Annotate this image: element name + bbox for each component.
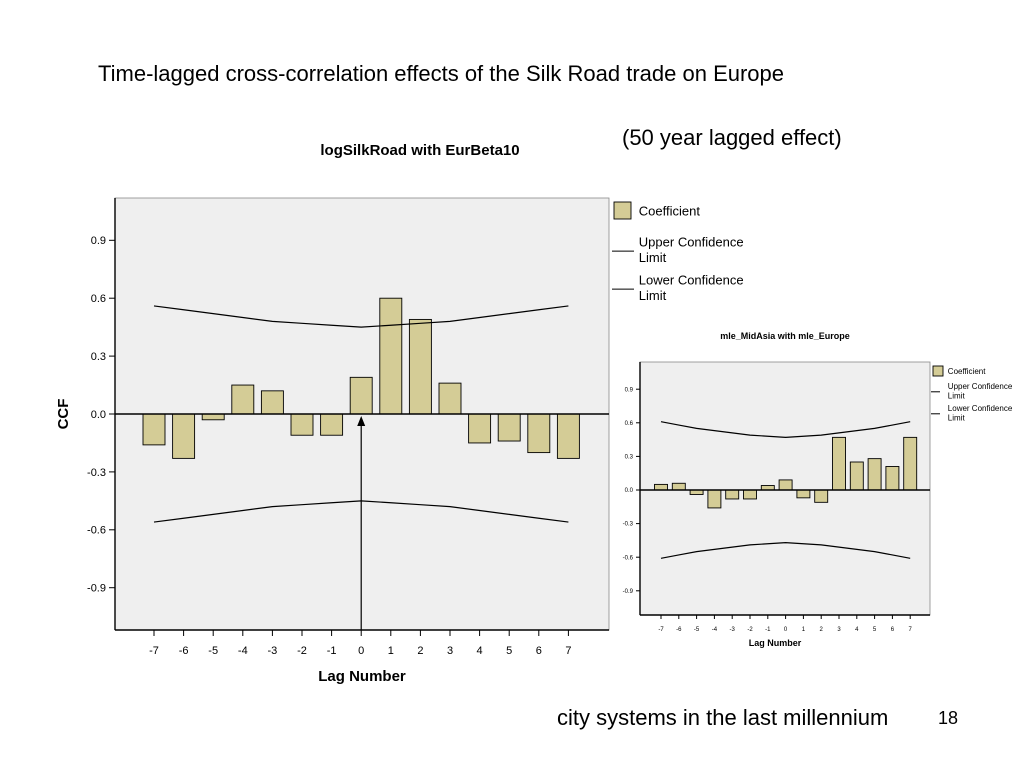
chart1-upper-confidence-line bbox=[153, 305, 569, 328]
chart1-bar-lag-7 bbox=[556, 413, 580, 459]
chart1-bar-lag--6 bbox=[172, 413, 196, 459]
chart2-x-tick-label: 4 bbox=[855, 627, 859, 633]
chart1-bar-lag--7 bbox=[142, 413, 166, 446]
chart2-legend-label-upper-line2: Limit bbox=[948, 392, 966, 401]
chart2-x-tick-label: 6 bbox=[891, 627, 895, 633]
chart1-y-axis-label: CCF bbox=[55, 399, 72, 430]
chart2-bar-lag-4 bbox=[849, 461, 864, 491]
chart2-x-tick-label: 7 bbox=[909, 627, 913, 633]
chart1-legend-label-upper-line1: Upper Confidence bbox=[639, 235, 744, 250]
chart2-x-tick-label: 0 bbox=[784, 627, 788, 633]
chart2-bar-lag--4 bbox=[707, 489, 722, 509]
slide-subtitle: (50 year lagged effect) bbox=[622, 125, 842, 150]
chart2-bar-lag--2 bbox=[743, 489, 757, 500]
chart1-x-tick-label: -7 bbox=[149, 645, 159, 657]
chart1-x-tick-label: 2 bbox=[417, 645, 423, 657]
chart2-y-tick-label: -0.9 bbox=[623, 589, 634, 595]
chart2-legend-label-upper-line1: Upper Confidence bbox=[948, 382, 1013, 391]
chart2-legend-label-lower-line2: Limit bbox=[948, 414, 966, 423]
chart1-y-tick-label: -0.9 bbox=[87, 583, 106, 595]
chart1-bar-lag-4 bbox=[468, 413, 492, 444]
chart2-x-tick-label: 5 bbox=[873, 627, 877, 633]
chart2-x-tick-label: 1 bbox=[802, 627, 806, 633]
chart1-x-tick-label: 1 bbox=[388, 645, 394, 657]
chart2-x-tick-label: -5 bbox=[694, 627, 700, 633]
chart1-bar-lag--5 bbox=[201, 413, 225, 421]
chart1-bar-lag-0 bbox=[349, 376, 373, 415]
chart1-y-tick-label: 0.3 bbox=[91, 351, 106, 363]
chart1-x-tick-label: -2 bbox=[297, 645, 307, 657]
chart2-y-tick-label: 0.3 bbox=[625, 455, 634, 461]
chart2-bar-lag--6 bbox=[671, 482, 686, 491]
chart2-legend-label-coefficient: Coefficient bbox=[948, 367, 986, 376]
chart1-x-tick-label: -1 bbox=[327, 645, 337, 657]
chart1-legend-swatch-coefficient bbox=[613, 201, 632, 220]
chart1-x-tick-label: 4 bbox=[477, 645, 483, 657]
chart2-y-tick-label: -0.6 bbox=[623, 555, 634, 561]
chart2-bar-lag--3 bbox=[725, 489, 740, 500]
chart1-bar-lag-6 bbox=[527, 413, 551, 454]
chart2-legend-swatch-coefficient bbox=[932, 365, 944, 377]
chart1-y-tick-label: -0.3 bbox=[87, 467, 106, 479]
page-number: 18 bbox=[938, 708, 959, 728]
chart2-bar-lag-3 bbox=[832, 436, 846, 491]
chart2-x-tick-label: -1 bbox=[765, 627, 771, 633]
chart1-bar-lag-1 bbox=[379, 297, 403, 415]
chart2-x-tick-label: -2 bbox=[747, 627, 753, 633]
chart2-upper-confidence-line bbox=[660, 421, 911, 438]
chart1-bar-lag-3 bbox=[438, 382, 462, 415]
chart1-legend-label-coefficient: Coefficient bbox=[639, 204, 701, 219]
chart2-bar-lag-6 bbox=[885, 466, 900, 491]
chart1-legend-label-upper-line2: Limit bbox=[639, 250, 667, 265]
chart1-y-tick-label: 0.9 bbox=[91, 235, 106, 247]
chart1-x-tick-label: -4 bbox=[238, 645, 248, 657]
chart2-x-axis-label: Lag Number bbox=[749, 638, 802, 648]
chart1-y-tick-label: 0.0 bbox=[91, 409, 106, 421]
chart2-x-tick-label: -7 bbox=[658, 627, 664, 633]
chart2-title: mle_MidAsia with mle_Europe bbox=[720, 331, 850, 341]
chart2-bar-lag-0 bbox=[778, 479, 793, 491]
chart1-bar-lag--3 bbox=[260, 390, 284, 415]
chart2-x-tick-label: 2 bbox=[820, 627, 824, 633]
chart1-bar-lag-5 bbox=[497, 413, 521, 442]
chart1-y-tick-label: -0.6 bbox=[87, 525, 106, 537]
chart2-lower-confidence-line bbox=[660, 542, 911, 559]
chart2-legend-label-lower-line1: Lower Confidence bbox=[948, 404, 1013, 413]
chart1-x-tick-label: -6 bbox=[179, 645, 189, 657]
chart1-x-tick-label: -3 bbox=[268, 645, 278, 657]
chart2-bar-lag--7 bbox=[654, 483, 668, 491]
chart1-bar-lag-2 bbox=[408, 318, 432, 415]
chart1-title: logSilkRoad with EurBeta10 bbox=[320, 142, 519, 159]
chart1-x-tick-label: 3 bbox=[447, 645, 453, 657]
chart1-x-tick-label: 6 bbox=[536, 645, 542, 657]
chart2-x-tick-label: -4 bbox=[712, 627, 718, 633]
chart1-bar-lag--1 bbox=[320, 413, 344, 436]
chart1-lag-zero-arrow-head bbox=[357, 416, 366, 426]
slide-title: Time-lagged cross-correlation effects of… bbox=[98, 61, 785, 86]
chart1-x-axis-label: Lag Number bbox=[318, 668, 406, 685]
chart1-legend-label-lower-line1: Lower Confidence bbox=[639, 273, 744, 288]
chart2-bar-lag-1 bbox=[796, 489, 811, 499]
chart2-bar-lag-5 bbox=[867, 458, 882, 491]
chart2-y-tick-label: -0.3 bbox=[623, 522, 634, 528]
chart2-x-tick-label: -3 bbox=[730, 627, 736, 633]
chart1-x-tick-label: -5 bbox=[208, 645, 218, 657]
slide-footer: city systems in the last millennium bbox=[557, 705, 889, 730]
chart2-x-tick-label: 3 bbox=[837, 627, 841, 633]
chart1-y-tick-label: 0.6 bbox=[91, 293, 106, 305]
chart2-y-tick-label: 0.9 bbox=[625, 387, 634, 393]
chart1-x-tick-label: 5 bbox=[506, 645, 512, 657]
chart2-y-tick-label: 0.6 bbox=[625, 421, 634, 427]
chart2-bar-lag-7 bbox=[903, 436, 918, 491]
chart1-x-tick-label: 0 bbox=[358, 645, 364, 657]
chart2-x-tick-label: -6 bbox=[676, 627, 682, 633]
chart2-y-tick-label: 0.0 bbox=[625, 488, 634, 494]
chart1-x-tick-label: 7 bbox=[565, 645, 571, 657]
chart1-bar-lag--2 bbox=[290, 413, 314, 436]
chart1-legend-label-lower-line2: Limit bbox=[639, 288, 667, 303]
chart1-bar-lag--4 bbox=[231, 384, 255, 415]
chart2-bar-lag-2 bbox=[814, 489, 829, 503]
